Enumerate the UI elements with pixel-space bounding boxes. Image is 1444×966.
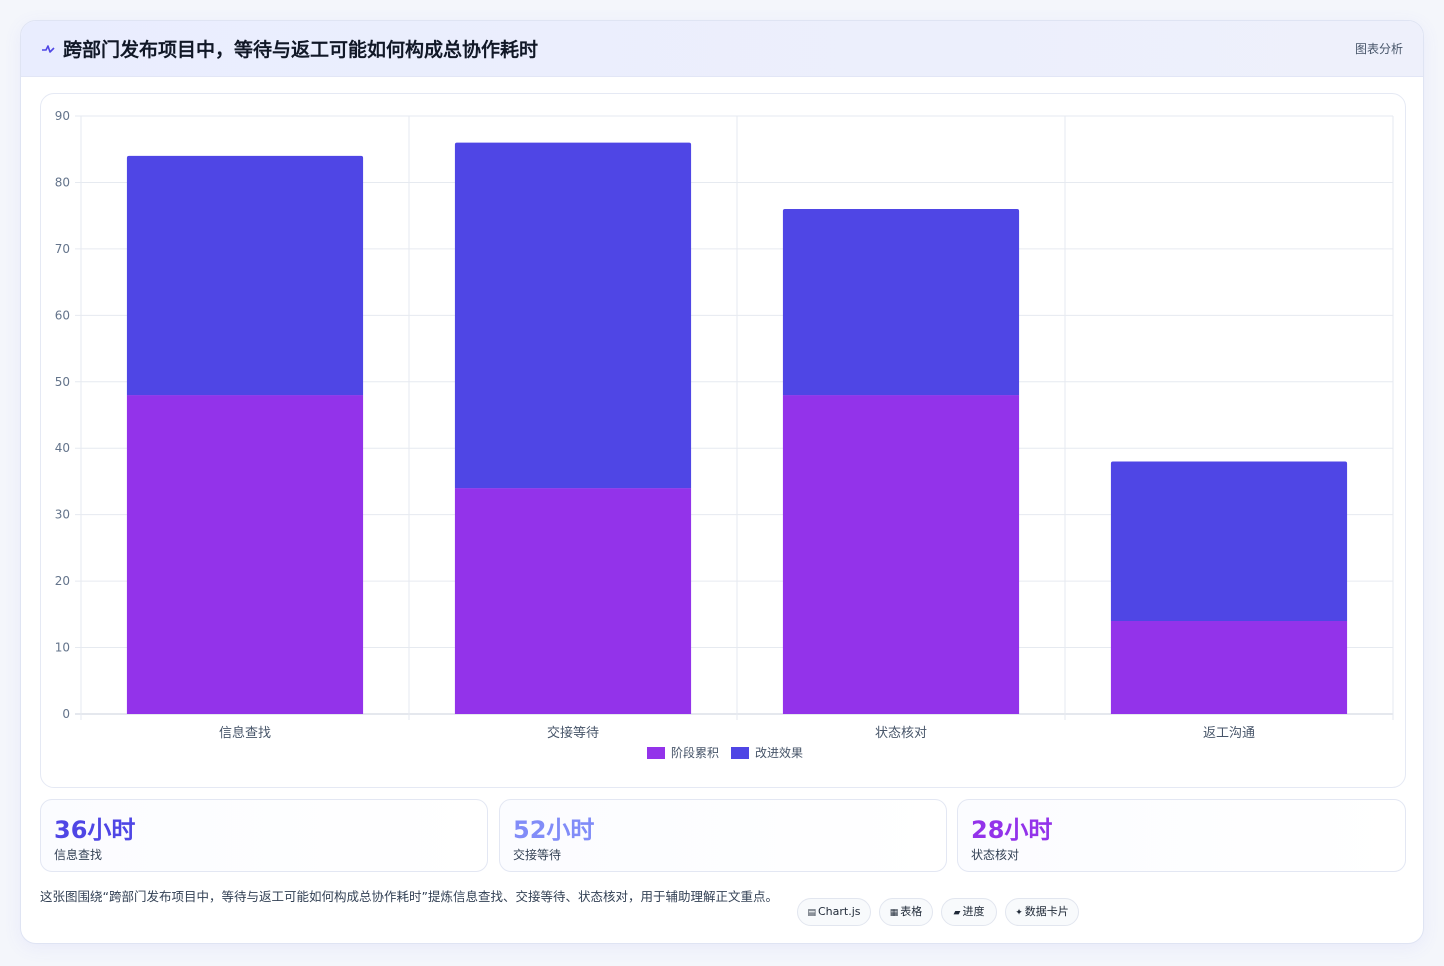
bar-stage-accumulated [782, 395, 1020, 714]
progress-icon: ▰ [953, 908, 961, 918]
stat-value: 36小时 [54, 816, 136, 844]
legend-layer: 阶段累积 改进效果 [647, 745, 803, 760]
x-tick-label: 信息查找 [219, 725, 271, 741]
x-tick-label: 状态核对 [875, 726, 927, 741]
y-tick-label: 90 [55, 109, 70, 123]
bar-stage-accumulated [126, 395, 364, 714]
stat-card-3: 28小时 状态核对 [957, 799, 1406, 872]
legend-label: 阶段累积 [671, 745, 719, 760]
legend-swatch [647, 747, 665, 759]
stat-label: 状态核对 [971, 848, 1020, 862]
y-tick-label: 70 [55, 242, 70, 256]
bar-stage-accumulated [454, 488, 692, 714]
chart-title: 跨部门发布项目中，等待与返工可能如何构成总协作耗时 [63, 39, 539, 61]
chart-icon: ▤ [807, 908, 816, 918]
chart-card: 跨部门发布项目中，等待与返工可能如何构成总协作耗时 图表分析 0 10 20 30 40… [20, 20, 1424, 944]
chart-panel: 0 10 20 30 40 50 60 70 80 90 信息查找 交接等待 状态核对 返工沟通 阶段累积… [40, 93, 1406, 788]
stacked-bar-chart: 0 10 20 30 40 50 60 70 80 90 信息查找 交接等待 状态核对 返工沟通 阶段累积… [55, 109, 1394, 760]
stat-card-2: 52小时 交接等待 [499, 799, 947, 872]
bar-improvement-effect [1110, 461, 1348, 621]
stat-label: 交接等待 [513, 848, 562, 862]
axis-layer: 0 10 20 30 40 50 60 70 80 90 信息查找 交接等待 状态核对 返工沟通 [55, 109, 1255, 741]
pill-label: 进度 [962, 905, 985, 918]
pulse-line-icon [42, 45, 55, 53]
card-header: 跨部门发布项目中，等待与返工可能如何构成总协作耗时 图表分析 [21, 21, 1423, 77]
y-tick-label: 60 [55, 308, 70, 322]
bar-improvement-effect [782, 209, 1020, 396]
bar-improvement-effect [454, 142, 692, 489]
table-icon: ▦ [889, 908, 899, 918]
bar-stage-accumulated [1110, 620, 1348, 714]
y-tick-label: 30 [55, 508, 70, 522]
pill-label: 数据卡片 [1024, 905, 1069, 918]
chart-note: 这张图围绕“跨部门发布项目中，等待与返工可能如何构成总协作耗时”提炼信息查找、交… [40, 889, 778, 904]
sparkle-icon: ✦ [1015, 908, 1023, 918]
pill-chartjs[interactable]: ▤ Chart.js [797, 898, 871, 926]
pill-progress[interactable]: ▰ 进度 [941, 898, 997, 926]
pill-table[interactable]: ▦ 表格 [879, 898, 933, 926]
legend-label: 改进效果 [755, 745, 803, 760]
legend-swatch [731, 747, 749, 759]
pill-label: 表格 [900, 905, 923, 918]
stat-value: 28小时 [971, 816, 1053, 844]
stat-value: 52小时 [513, 816, 595, 844]
bar-improvement-effect [126, 155, 364, 396]
x-tick-label: 交接等待 [547, 725, 599, 741]
y-tick-label: 0 [62, 707, 70, 721]
stat-card-1: 36小时 信息查找 [40, 799, 488, 872]
y-tick-label: 50 [55, 375, 70, 389]
y-tick-label: 20 [55, 574, 70, 588]
y-tick-label: 80 [55, 175, 70, 189]
stat-label: 信息查找 [54, 848, 103, 862]
x-tick-label: 返工沟通 [1203, 726, 1255, 741]
y-tick-label: 10 [55, 641, 70, 655]
chart-analysis-tag: 图表分析 [1354, 42, 1403, 56]
pill-label: Chart.js [818, 905, 861, 918]
bar-layer [126, 142, 1348, 714]
pill-data-card[interactable]: ✦ 数据卡片 [1005, 898, 1079, 926]
y-tick-label: 40 [55, 441, 70, 455]
